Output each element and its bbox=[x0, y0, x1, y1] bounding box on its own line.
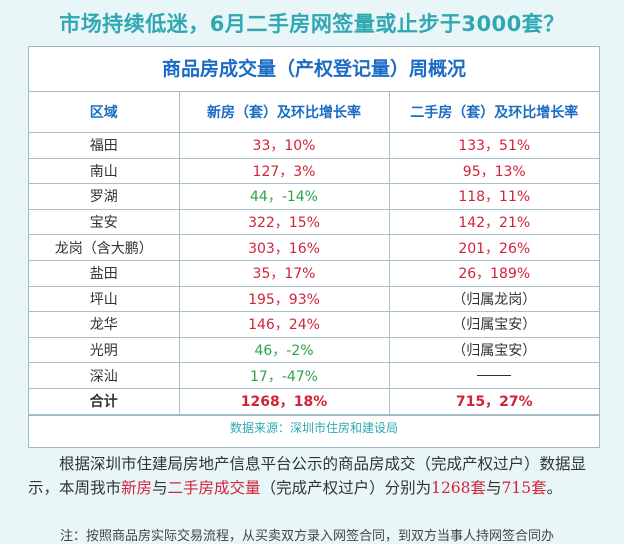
header-region: 区域 bbox=[29, 92, 180, 133]
second-cell: 118，11% bbox=[388, 183, 599, 210]
table-row: 罗湖 44，-14% 118，11% bbox=[29, 183, 599, 210]
total-second: 715，27% bbox=[388, 387, 599, 415]
table-row: 深汕 17，-47% bbox=[29, 362, 599, 389]
new-cell: 44，-14% bbox=[178, 183, 390, 210]
table-row: 龙华 146，24% （归属宝安） bbox=[29, 311, 599, 338]
second-cell: 26，189% bbox=[388, 259, 599, 287]
para-text: 根据深圳市住建局房地产信息平台公示的商品房成交（完成产权过户）数据显示，本周我市 bbox=[28, 455, 587, 497]
new-cell: 33，10% bbox=[178, 132, 390, 159]
para-highlight: 二手房成交量 bbox=[167, 479, 261, 497]
region-cell: 光明 bbox=[29, 336, 180, 364]
data-source: 数据来源：深圳市住房和建设局 bbox=[29, 414, 599, 440]
second-cell: （归属宝安） bbox=[388, 336, 599, 364]
second-cell: 133，51% bbox=[388, 132, 599, 159]
dash-divider bbox=[477, 375, 512, 377]
second-cell-empty bbox=[388, 362, 599, 389]
table-row: 龙岗（含大鹏） 303，16% 201，26% bbox=[29, 234, 599, 261]
new-cell: 17，-47% bbox=[178, 362, 390, 389]
data-table: 区域 新房（套）及环比增长率 二手房（套）及环比增长率 福田 33，10% 13… bbox=[29, 92, 599, 415]
new-cell: 46，-2% bbox=[178, 336, 390, 364]
para-text: 。 bbox=[546, 479, 563, 497]
total-new: 1268，18% bbox=[178, 387, 390, 415]
table-row: 宝安 322，15% 142，21% bbox=[29, 208, 599, 236]
header-new-homes: 新房（套）及环比增长率 bbox=[178, 92, 390, 133]
para-text: （完成产权过户）分别为 bbox=[260, 479, 432, 497]
region-cell: 罗湖 bbox=[29, 183, 180, 210]
summary-paragraph: 根据深圳市住建局房地产信息平台公示的商品房成交（完成产权过户）数据显示，本周我市… bbox=[28, 452, 600, 500]
footnote: 注：按照商品房实际交易流程，从买卖双方录入网签合同，到双方当事人持网签合同办 bbox=[60, 529, 555, 544]
table-row: 福田 33，10% 133，51% bbox=[29, 132, 599, 159]
region-cell: 龙华 bbox=[29, 311, 180, 338]
second-cell: （归属龙岗） bbox=[388, 285, 599, 313]
new-cell: 195，93% bbox=[178, 285, 390, 313]
total-label: 合计 bbox=[29, 387, 180, 415]
para-text: 与 bbox=[152, 479, 168, 497]
region-cell: 坪山 bbox=[29, 285, 180, 313]
region-cell: 深汕 bbox=[29, 362, 180, 389]
total-row: 合计 1268，18% 715，27% bbox=[29, 387, 599, 415]
table-row: 光明 46，-2% （归属宝安） bbox=[29, 336, 599, 364]
second-cell: 142，21% bbox=[388, 208, 599, 236]
new-cell: 322，15% bbox=[178, 208, 390, 236]
second-cell: 201，26% bbox=[388, 234, 599, 261]
new-cell: 146，24% bbox=[178, 311, 390, 338]
para-highlight: 新房 bbox=[121, 479, 153, 497]
header-row: 区域 新房（套）及环比增长率 二手房（套）及环比增长率 bbox=[29, 92, 599, 133]
region-cell: 宝安 bbox=[29, 208, 180, 236]
table-row: 南山 127，3% 95，13% bbox=[29, 157, 599, 185]
table-row: 盐田 35，17% 26，189% bbox=[29, 259, 599, 287]
para-highlight: 1268套 bbox=[431, 479, 487, 497]
second-cell: 95，13% bbox=[388, 157, 599, 185]
new-cell: 35，17% bbox=[178, 259, 390, 287]
table-title: 商品房成交量（产权登记量）周概况 bbox=[29, 47, 599, 92]
region-cell: 盐田 bbox=[29, 259, 180, 287]
headline: 市场持续低迷，6月二手房网签量或止步于3000套？ bbox=[59, 12, 565, 36]
region-cell: 福田 bbox=[29, 132, 180, 159]
table-row: 坪山 195，93% （归属龙岗） bbox=[29, 285, 599, 313]
header-second-hand: 二手房（套）及环比增长率 bbox=[388, 92, 599, 133]
new-cell: 303，16% bbox=[178, 234, 390, 261]
region-cell: 南山 bbox=[29, 157, 180, 185]
region-cell: 龙岗（含大鹏） bbox=[29, 234, 180, 261]
second-cell: （归属宝安） bbox=[388, 311, 599, 338]
weekly-transaction-table: 商品房成交量（产权登记量）周概况 区域 新房（套）及环比增长率 二手房（套）及环… bbox=[28, 46, 600, 448]
para-text: 与 bbox=[486, 479, 502, 497]
new-cell: 127，3% bbox=[178, 157, 390, 185]
para-highlight: 715套 bbox=[501, 479, 547, 497]
